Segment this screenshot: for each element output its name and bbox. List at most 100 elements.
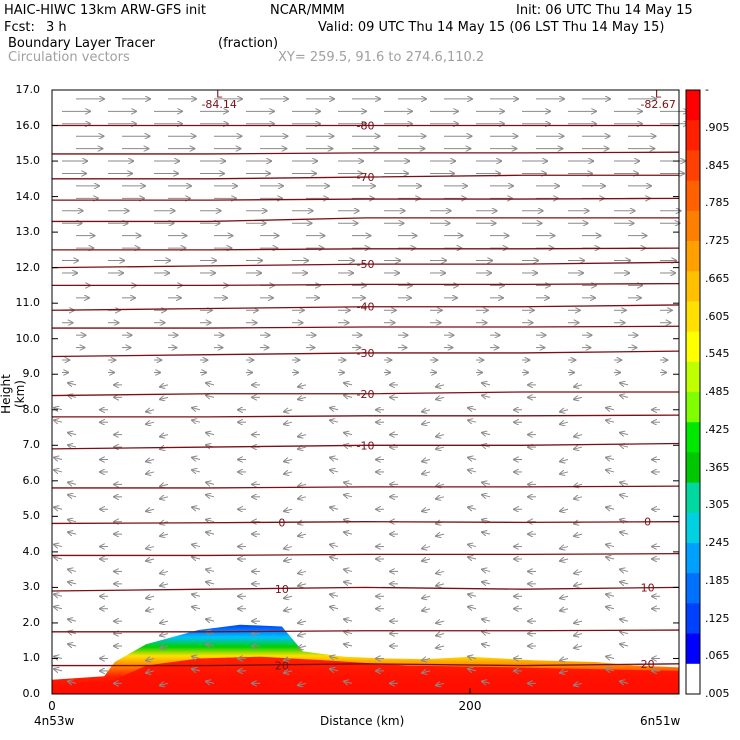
vector-arrow [284, 609, 293, 611]
temperature-contour [52, 197, 680, 201]
vector-arrow [482, 632, 491, 634]
y-tick-label: 9.0 [22, 367, 41, 381]
colorbar-label: .065 [705, 649, 730, 663]
vector-arrow [298, 397, 307, 399]
vector-arrow [146, 658, 155, 660]
temperature-contour [52, 414, 680, 418]
vector-arrow [298, 683, 307, 685]
vector-arrow [560, 609, 569, 611]
vector-arrow [574, 497, 583, 499]
vector-arrow [160, 571, 169, 573]
vector-arrow [344, 383, 353, 385]
vector-arrow [146, 671, 155, 673]
vector-arrow [192, 669, 201, 671]
x-end-label: 6n51w [640, 714, 681, 728]
vector-arrow [54, 545, 63, 547]
vector-arrow [422, 547, 431, 549]
vector-arrow [160, 385, 169, 387]
vector-arrow [54, 669, 63, 671]
low-annotation: L [216, 88, 223, 101]
vector-arrow [344, 681, 353, 683]
colorbar-label: .845 [705, 158, 730, 172]
vector-arrow [574, 621, 583, 623]
vector-arrow [560, 559, 569, 561]
temperature-contour [52, 629, 680, 633]
y-tick-label: 8.0 [22, 402, 41, 416]
vector-arrow [574, 534, 583, 536]
vector-arrow [330, 408, 339, 410]
temperature-contour [51, 442, 680, 450]
org-label: NCAR/MMM [270, 3, 345, 18]
vector-arrow [482, 619, 491, 621]
y-tick-label: 1.0 [22, 651, 41, 665]
vector-arrow [468, 470, 477, 472]
vector-arrow [422, 596, 431, 598]
init-time: Init: 06 UTC Thu 14 May 15 [516, 3, 693, 18]
temperature-contour [51, 304, 680, 311]
vector-arrow [620, 532, 629, 534]
vector-arrow [606, 545, 615, 547]
temperature-contour [51, 391, 679, 397]
y-tick-label: 16.0 [15, 118, 41, 132]
vector-arrow [206, 482, 215, 484]
colorbar-swatch [686, 482, 700, 514]
contour-label: 10 [641, 581, 655, 594]
vector-arrow [146, 422, 155, 424]
vector-arrow [560, 547, 569, 549]
colorbar-swatch [686, 271, 700, 302]
vector-arrow [422, 460, 431, 462]
temperature-contour [52, 663, 680, 667]
vector-arrow [160, 534, 169, 536]
temperature-contour [52, 151, 680, 155]
vector-arrow [436, 683, 445, 685]
colorbar [685, 89, 701, 695]
colorbar-swatch [686, 663, 700, 695]
vector-arrow [68, 532, 77, 534]
vector-arrow [620, 619, 629, 621]
vector-arrow [560, 671, 569, 673]
vector-arrow [436, 621, 445, 623]
vector-arrow [206, 383, 215, 385]
vector-arrow [160, 484, 169, 486]
vector-arrow [574, 435, 583, 437]
temperature-contour [52, 325, 680, 329]
vector-arrow [574, 646, 583, 648]
vector-arrow [344, 532, 353, 534]
x-axis-title: Distance (km) [320, 714, 405, 728]
vector-arrow [192, 470, 201, 472]
colorbar-swatch [686, 241, 700, 272]
vector-arrow [606, 420, 615, 422]
vector-arrow [192, 656, 201, 658]
vector-arrow [298, 571, 307, 573]
vectors-label: Circulation vectors [8, 50, 130, 65]
contour-label: 20 [275, 660, 289, 673]
y-tick-label: 11.0 [15, 296, 41, 310]
vector-arrow [284, 509, 293, 511]
low-annotation: -84.14 [201, 98, 236, 111]
vector-arrow [574, 397, 583, 399]
y-tick-label: 13.0 [15, 225, 41, 239]
y-tick-label: 12.0 [15, 260, 41, 274]
vector-arrow [206, 681, 215, 683]
vector-arrow [482, 482, 491, 484]
vector-arrow [284, 671, 293, 673]
vector-arrow [284, 559, 293, 561]
vector-arrow [298, 447, 307, 449]
vector-arrow [620, 383, 629, 385]
vector-arrow [330, 557, 339, 559]
tracer-field [52, 624, 679, 694]
vector-arrow [560, 422, 569, 424]
vector-arrow [344, 582, 353, 584]
vector-arrow [330, 507, 339, 509]
model-title: HAIC-HIWC 13km ARW-GFS init [4, 3, 206, 18]
circulation-vectors [54, 99, 688, 685]
vector-arrow [606, 507, 615, 509]
vector-arrow [422, 658, 431, 660]
vector-arrow [330, 420, 339, 422]
vector-arrow [468, 507, 477, 509]
temperature-contour [52, 282, 680, 287]
vector-arrow [606, 408, 615, 410]
vector-arrow [160, 646, 169, 648]
vector-arrow [468, 408, 477, 410]
vector-arrow [192, 408, 201, 410]
